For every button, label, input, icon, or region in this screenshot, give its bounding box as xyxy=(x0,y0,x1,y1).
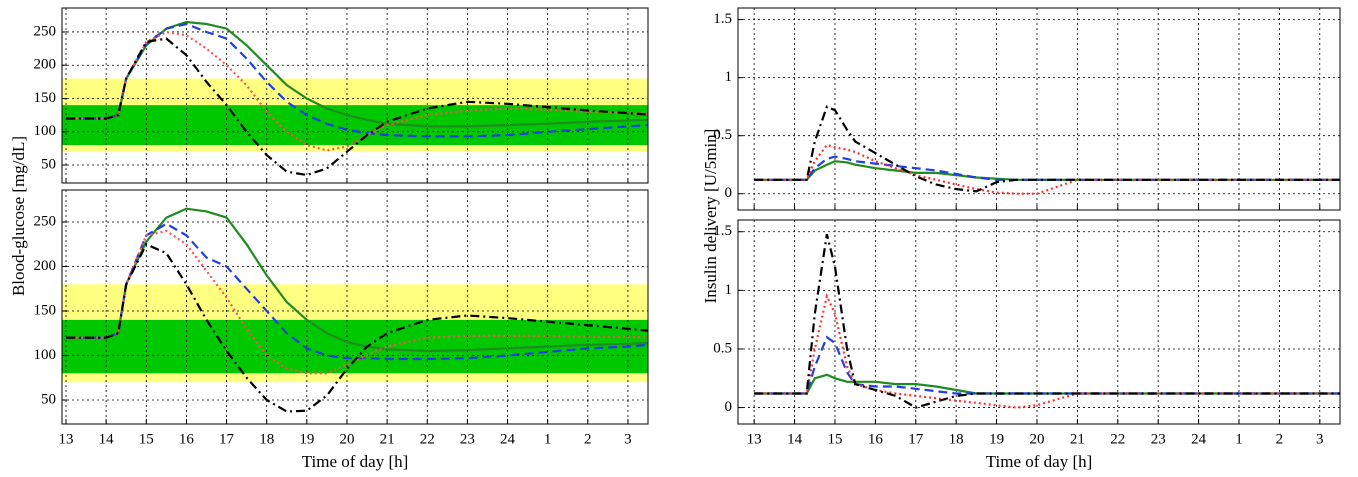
x-tick-label: 17 xyxy=(219,431,235,447)
x-tick-label: 21 xyxy=(380,431,395,447)
series-line xyxy=(754,155,1340,181)
y-tick-label: 50 xyxy=(41,156,56,172)
x-tick-label: 3 xyxy=(1316,431,1324,447)
x-tick-label: 14 xyxy=(99,431,115,447)
y-tick-label: 1.5 xyxy=(713,223,732,239)
plot-frame xyxy=(61,189,649,425)
y-tick-label: 200 xyxy=(34,258,57,274)
x-tick-label: 19 xyxy=(989,431,1004,447)
y-tick-label: 1 xyxy=(725,69,733,85)
x-tick-label: 15 xyxy=(827,431,842,447)
x-tick-label: 18 xyxy=(949,431,964,447)
y-tick-label: 150 xyxy=(34,90,57,106)
x-tick-label: 1 xyxy=(544,431,552,447)
plot-frame xyxy=(737,7,1341,211)
x-tick-label: 16 xyxy=(868,431,884,447)
series-line xyxy=(66,37,649,177)
x-tick-label: 21 xyxy=(1070,431,1085,447)
plot-area xyxy=(738,8,1340,210)
y-tick-label: 0 xyxy=(725,399,733,415)
x-tick-label: 20 xyxy=(339,431,354,447)
x-tick-label: 2 xyxy=(1276,431,1284,447)
y-tick-label: 0.5 xyxy=(713,127,732,143)
x-tick-label: 22 xyxy=(1110,431,1125,447)
plot-frame xyxy=(737,219,1341,425)
y-tick-label: 0.5 xyxy=(713,340,732,356)
x-axis-label: Time of day [h] xyxy=(302,452,409,471)
x-tick-label: 18 xyxy=(259,431,274,447)
y-tick-label: 0 xyxy=(725,185,733,201)
y-tick-label: 100 xyxy=(34,123,57,139)
x-tick-label: 2 xyxy=(584,431,592,447)
target-band xyxy=(62,105,648,146)
x-tick-label: 16 xyxy=(179,431,195,447)
plot-area xyxy=(738,220,1340,424)
x-tick-label: 17 xyxy=(908,431,924,447)
series-line xyxy=(754,233,1340,409)
x-axis-label: Time of day [h] xyxy=(986,452,1093,471)
y-tick-label: 150 xyxy=(34,302,57,318)
y-tick-label: 1 xyxy=(725,282,733,298)
plot-frame xyxy=(61,7,649,184)
y-axis-label: Insulin delivery [U/5min] xyxy=(701,129,720,304)
series-line xyxy=(66,22,649,138)
y-axis-label: Blood-glucose [mg/dL] xyxy=(9,136,28,296)
x-tick-label: 24 xyxy=(500,431,516,447)
x-tick-label: 22 xyxy=(420,431,435,447)
y-tick-label: 250 xyxy=(34,23,57,39)
series-line xyxy=(754,105,1340,193)
x-tick-label: 19 xyxy=(299,431,314,447)
x-tick-label: 13 xyxy=(747,431,762,447)
series-line xyxy=(66,20,649,128)
x-tick-label: 1 xyxy=(1235,431,1243,447)
series-line xyxy=(66,242,649,413)
x-tick-label: 24 xyxy=(1191,431,1207,447)
series-line xyxy=(66,229,649,375)
y-tick-label: 100 xyxy=(34,347,57,363)
x-tick-label: 23 xyxy=(460,431,475,447)
series-line xyxy=(66,30,649,152)
x-tick-label: 20 xyxy=(1029,431,1044,447)
x-tick-label: 15 xyxy=(139,431,154,447)
x-tick-label: 23 xyxy=(1151,431,1166,447)
y-tick-label: 200 xyxy=(34,57,57,73)
y-tick-label: 250 xyxy=(34,213,57,229)
y-tick-label: 50 xyxy=(41,391,56,407)
y-tick-label: 1.5 xyxy=(713,11,732,27)
x-tick-label: 13 xyxy=(59,431,74,447)
x-tick-label: 3 xyxy=(624,431,632,447)
x-tick-label: 14 xyxy=(787,431,803,447)
